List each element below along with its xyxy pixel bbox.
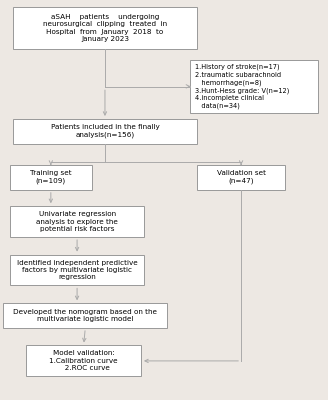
Text: Validation set
(n=47): Validation set (n=47) (216, 170, 266, 184)
FancyBboxPatch shape (10, 254, 144, 286)
Text: Developed the nomogram based on the
multivariate logistic model: Developed the nomogram based on the mult… (13, 309, 157, 322)
FancyBboxPatch shape (10, 206, 144, 237)
Text: Patients included in the finally
analysis(n=156): Patients included in the finally analysi… (51, 124, 159, 138)
FancyBboxPatch shape (10, 165, 92, 190)
FancyBboxPatch shape (197, 165, 285, 190)
FancyBboxPatch shape (13, 119, 197, 144)
FancyBboxPatch shape (3, 303, 167, 328)
FancyBboxPatch shape (26, 346, 141, 376)
Text: Identified independent predictive
factors by multivariate logistic
regression: Identified independent predictive factor… (17, 260, 137, 280)
Text: Model validation:
1.Calibration curve
   2.ROC curve: Model validation: 1.Calibration curve 2.… (49, 350, 118, 372)
FancyBboxPatch shape (13, 7, 197, 49)
Text: aSAH    patients    undergoing
neurosurgical  clipping  treated  in
Hospital  fr: aSAH patients undergoing neurosurgical c… (43, 14, 167, 42)
FancyBboxPatch shape (190, 60, 318, 113)
Text: Training set
(n=109): Training set (n=109) (30, 170, 72, 184)
Text: Univariate regression
analysis to explore the
potential risk factors: Univariate regression analysis to explor… (36, 211, 118, 232)
Text: 1.History of stroke(n=17)
2.traumatic subarachnoid
   hemorrhage(n=8)
3.Hunt-Hes: 1.History of stroke(n=17) 2.traumatic su… (195, 64, 290, 109)
